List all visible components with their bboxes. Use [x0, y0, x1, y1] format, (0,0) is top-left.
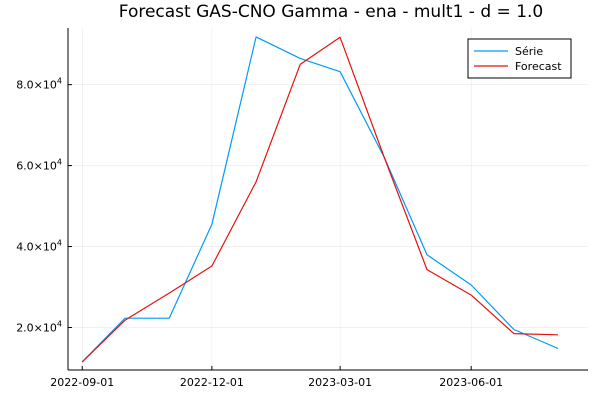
- y-tick-label: 4.0×104: [16, 239, 62, 254]
- y-tick-label: 8.0×104: [16, 77, 62, 92]
- y-tick-label: 6.0×104: [16, 158, 62, 173]
- legend-label: Forecast: [515, 60, 562, 73]
- grid: [68, 28, 588, 370]
- x-tick-label: 2023-06-01: [439, 376, 503, 389]
- series-line-forecast: [81, 36, 559, 363]
- axes: [67, 28, 588, 371]
- legend-label: Série: [515, 45, 543, 58]
- series-lines: [81, 36, 559, 363]
- y-tick-label: 2.0×104: [16, 320, 62, 335]
- x-tick-label: 2022-09-01: [50, 376, 114, 389]
- tick-labels: 2022-09-01 2022-12-01 2023-03-01 2023-06-01…: [16, 77, 503, 389]
- legend-box: [467, 38, 572, 79]
- x-tick-label: 2022-12-01: [180, 376, 244, 389]
- x-tick-label: 2023-03-01: [308, 376, 372, 389]
- series-line-serie: [81, 36, 559, 363]
- chart-title: Forecast GAS-CNO Gamma - ena - mult1 - d…: [119, 2, 543, 22]
- legend: Série Forecast: [467, 38, 572, 79]
